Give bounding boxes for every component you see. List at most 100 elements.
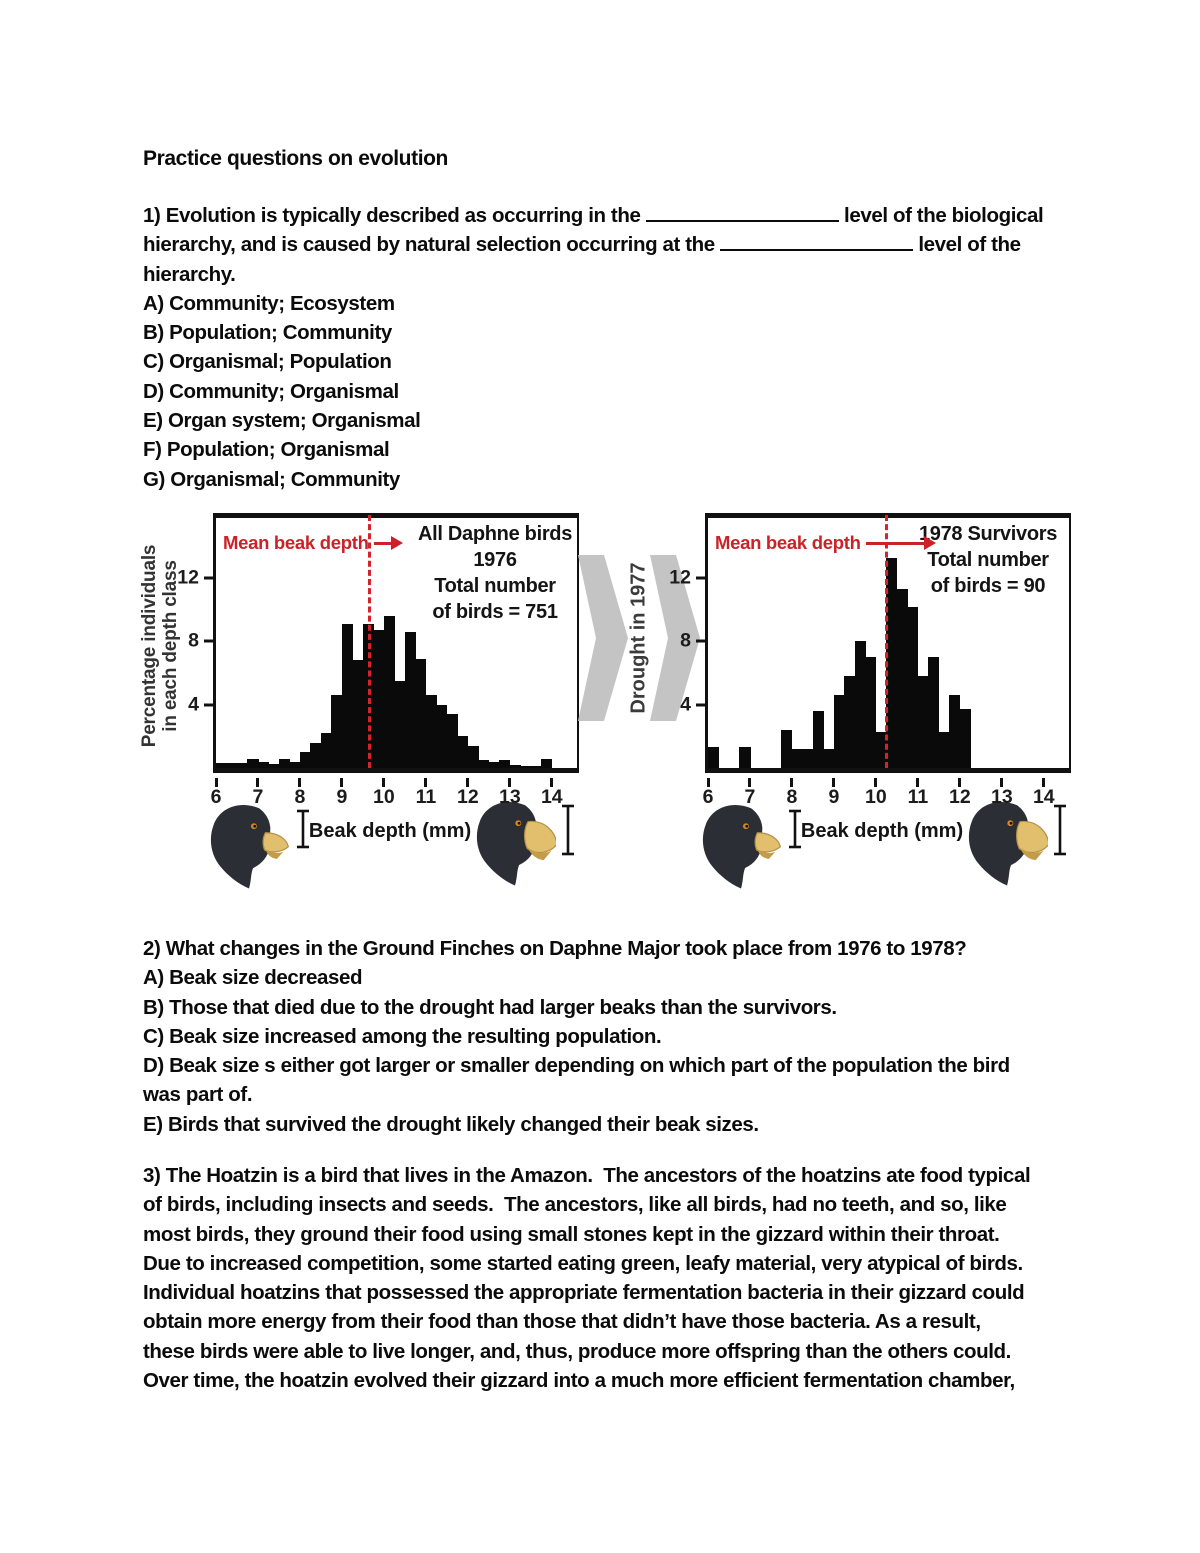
x-tick-mark [298,778,302,787]
q3-paragraph-line: obtain more energy from their food than … [143,1310,981,1334]
q3-paragraph-line: of birds, including insects and seeds. T… [143,1193,1007,1217]
q1-option-g: G) Organismal; Community [143,467,400,491]
chart-title-1976: All Daphne birds 1976 Total number of bi… [400,521,590,625]
histogram-bar [781,730,793,768]
histogram-bar [499,760,511,768]
x-tick-label: 6 [210,786,222,808]
q3-paragraph-line: most birds, they ground their food using… [143,1222,1000,1246]
x-tick-label: 11 [907,786,929,808]
x-tick-mark [382,778,386,787]
chart-total-line: Total number [434,575,556,597]
histogram-bar [352,660,364,768]
x-tick-mark [550,778,554,787]
chart-total-line: of birds = 90 [930,575,1046,597]
histogram-bar [844,676,856,768]
y-tick-mark [696,639,705,643]
histogram-bar [289,762,301,768]
x-tick-mark [1000,778,1004,787]
histogram-bar [541,758,553,768]
histogram-bar [791,749,803,768]
histogram-1978: Mean beak depth [705,513,1071,773]
x-tick-mark [466,778,470,787]
x-tick-mark [706,778,710,787]
histogram-bar [917,676,929,768]
y-tick-label: 12 [669,566,691,589]
histogram-bar [802,749,814,768]
x-tick-mark [832,778,836,787]
q3-paragraph-line: Due to increased competition, some start… [143,1251,1023,1275]
beak-depth-caliper-small-icon [297,809,309,849]
x-tick-label: 10 [373,786,395,808]
x-tick-mark [508,778,512,787]
q2-option-e: E) Birds that survived the drought likel… [143,1112,759,1136]
histogram-bar [530,765,542,768]
x-axis-label-right: Beak depth (mm) [800,820,964,842]
x-tick-label: 8 [786,786,798,808]
y-tick-label: 4 [680,693,691,716]
x-tick-label: 9 [828,786,840,808]
mean-beak-depth-annotation: Mean beak depth [223,532,403,554]
q1-line-1: 1) Evolution is typically described as o… [143,201,1044,230]
mean-beak-depth-label: Mean beak depth [715,532,861,553]
histogram-bar [257,762,269,768]
beak-depth-caliper-large-icon [1054,804,1066,856]
histogram-bar [928,657,940,768]
y-tick-mark [204,703,213,707]
histogram-bar [896,589,908,768]
q1-line1-text-a: 1) Evolution is typically described as o… [143,204,646,227]
x-tick-mark [424,778,428,787]
y-axis-label-line1: Percentage individuals [139,544,160,748]
x-tick-label: 7 [744,786,756,808]
beak-depth-caliper-small-icon [789,809,801,849]
x-tick-label: 13 [990,786,1013,808]
q3-paragraph-line: Over time, the hoatzin evolved their giz… [143,1369,1015,1393]
x-tick-mark [874,778,878,787]
histogram-bar [394,680,406,768]
x-tick-mark [340,778,344,787]
x-tick-label: 12 [949,786,971,808]
chart-total-line: Total number [927,549,1049,571]
q1-option-a: A) Community; Ecosystem [143,291,395,315]
histogram-bar [833,695,845,768]
histogram-bar [823,749,835,768]
small-beak-finch-icon [210,804,290,889]
histogram-bar [373,630,385,768]
annotation-arrow-head-icon [923,536,936,550]
question-1: 1) Evolution is typically described as o… [143,201,1044,494]
x-axis-label-left: Beak depth (mm) [308,820,472,842]
histogram-bar [331,695,343,768]
y-tick-mark [696,576,705,580]
histogram-bar [739,747,751,768]
histogram-bar [959,709,971,768]
chart-title-line: 1976 [473,549,517,571]
histogram-bar [509,764,521,768]
chart-title-line: 1978 Survivors [918,523,1058,545]
x-tick-mark [958,778,962,787]
histogram-bar [457,736,469,768]
histogram-bar [488,762,500,768]
drought-label: Drought in 1977 [627,562,650,714]
q3-paragraph-line: 3) The Hoatzin is a bird that lives in t… [143,1164,1031,1187]
fill-in-blank-1 [645,203,839,222]
q3-paragraph-line: Individual hoatzins that possessed the a… [143,1281,1025,1305]
q1-option-b: B) Population; Community [143,321,392,345]
histogram-bar [949,695,961,768]
chart-total-line: of birds = 751 [432,601,558,623]
question-3: 3) The Hoatzin is a bird that lives in t… [143,1161,1031,1395]
histogram-bar [875,731,887,768]
q1-line-2: hierarchy, and is caused by natural sele… [143,230,1043,259]
q2-option-d: D) Beak size s either got larger or smal… [143,1054,1010,1078]
plot-area [216,515,577,768]
histogram-bar [226,763,238,768]
histogram-bar [865,657,877,768]
q1-line-3: hierarchy. [143,262,236,286]
y-tick-label: 8 [680,629,691,652]
y-tick-label: 4 [188,693,199,716]
x-tick-label: 14 [1032,786,1055,808]
histogram-bar [236,763,249,768]
x-tick-label: 6 [702,786,714,808]
chart-title-line: All Daphne birds [417,523,573,545]
histogram-bar [478,760,490,768]
mean-beak-depth-annotation: Mean beak depth [715,532,936,554]
